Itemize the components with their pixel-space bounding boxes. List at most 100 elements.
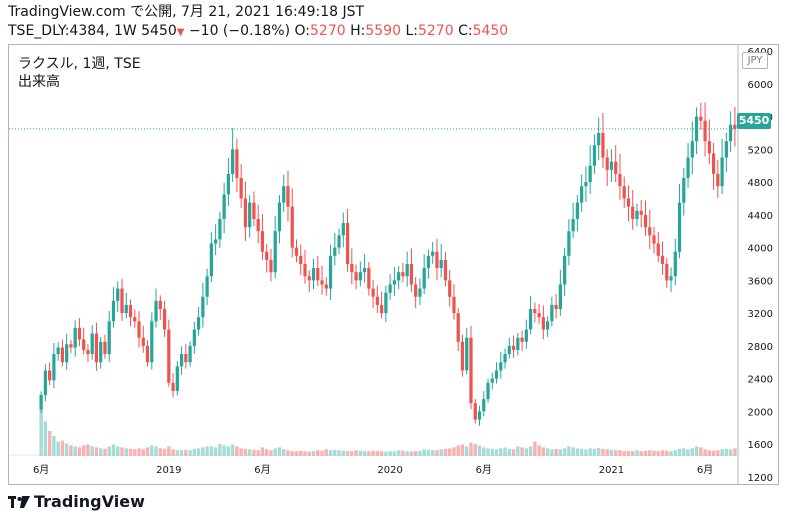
volume-bar xyxy=(277,447,282,456)
candle-body xyxy=(94,333,99,363)
y-tick-label: 2000 xyxy=(748,407,773,418)
open-label: O: xyxy=(294,23,311,39)
candle-body xyxy=(456,313,460,342)
candle-body xyxy=(537,313,541,318)
candle-body xyxy=(635,210,639,219)
volume-bar xyxy=(639,451,643,456)
candle-body xyxy=(626,198,631,207)
candle-body xyxy=(371,288,375,297)
volume-bar xyxy=(494,449,499,456)
volume-bar xyxy=(350,451,354,456)
currency-badge[interactable]: JPY xyxy=(742,52,768,69)
volume-bar xyxy=(511,449,516,456)
volume-bar xyxy=(728,449,733,456)
candle-body xyxy=(192,329,196,346)
candle-body xyxy=(333,247,337,256)
volume-bar xyxy=(188,450,192,456)
volume-bar xyxy=(56,441,60,456)
volume-bar xyxy=(503,447,507,456)
candle-body xyxy=(235,149,239,179)
x-tick-label: 6月 xyxy=(476,464,492,476)
chart-frame[interactable]: 1200 1600 2000 2400 2800 3200 3600 4000 4400 4800… xyxy=(8,44,779,485)
change-text: −10 (−0.18%) xyxy=(188,23,291,39)
candle-body xyxy=(69,344,73,348)
price-chart[interactable]: 1200 1600 2000 2400 2800 3200 3600 4000 4400 4800… xyxy=(9,45,778,484)
volume-bar xyxy=(707,450,712,456)
candle-body xyxy=(316,268,320,281)
candle-body xyxy=(379,304,384,314)
ohlc-line: TSE_DLY:4384, 1W 5450▼ −10 (−0.18%) O:52… xyxy=(8,22,508,42)
volume-bar xyxy=(601,448,605,456)
y-tick-label: 2400 xyxy=(748,375,773,386)
candle-body xyxy=(699,116,703,121)
volume-bar xyxy=(571,447,575,456)
candle-body xyxy=(384,292,388,314)
candle-body xyxy=(116,288,120,301)
volume-bar xyxy=(167,446,171,456)
candle-body xyxy=(354,272,358,281)
candle-body xyxy=(320,280,324,285)
candle-body xyxy=(588,165,592,183)
volume-bar xyxy=(528,446,533,456)
series-title: ラクスル, 1週, TSE xyxy=(18,56,141,72)
candle-body xyxy=(392,280,397,285)
volume-bar xyxy=(290,451,294,456)
volume-bar xyxy=(456,445,460,456)
volume-bar xyxy=(320,450,324,456)
candle-body xyxy=(609,161,614,170)
candle-body xyxy=(145,345,150,363)
volume-bar xyxy=(460,444,465,456)
candle-body xyxy=(48,370,52,381)
tradingview-footer[interactable]: TradingView xyxy=(8,492,145,511)
volume-bar xyxy=(584,449,588,456)
volume-bar xyxy=(656,451,660,456)
candle-body xyxy=(243,198,248,228)
volume-bar xyxy=(711,450,716,456)
candle-body xyxy=(239,178,243,199)
candle-body xyxy=(707,141,711,154)
candle-body xyxy=(711,153,716,174)
candle-body xyxy=(307,276,311,281)
candle-body xyxy=(137,321,141,338)
candle-body xyxy=(660,255,665,264)
candle-body xyxy=(490,378,494,383)
volume-bar xyxy=(328,450,333,456)
candle-body xyxy=(494,370,499,379)
volume-bar xyxy=(558,449,563,456)
candle-body xyxy=(533,309,537,314)
candle-body xyxy=(273,231,277,273)
candle-body xyxy=(167,329,171,383)
candle-body xyxy=(724,141,728,158)
candle-body xyxy=(516,337,520,350)
volume-bar xyxy=(230,444,235,456)
volume-bar xyxy=(162,448,167,456)
candle-body xyxy=(196,317,201,330)
x-tick-label: 2019 xyxy=(156,465,181,476)
candle-body xyxy=(73,327,77,348)
candle-body xyxy=(528,309,533,330)
volume-bar xyxy=(358,450,363,456)
volume-bar xyxy=(337,450,341,456)
volume-bar xyxy=(567,446,571,456)
volume-bar xyxy=(537,445,541,456)
candle-body xyxy=(631,206,635,219)
volume-bar xyxy=(171,449,175,456)
low-label: L: xyxy=(405,23,418,39)
candle-body xyxy=(520,337,524,342)
volume-bar xyxy=(682,448,686,456)
volume-bar xyxy=(90,446,94,456)
candle-body xyxy=(303,264,307,277)
candle-body xyxy=(682,178,686,203)
candle-body xyxy=(482,399,486,412)
candle-body xyxy=(443,259,448,281)
volume-bar xyxy=(116,446,120,456)
high-label: H: xyxy=(350,23,366,39)
volume-bar xyxy=(362,451,367,456)
volume-bar xyxy=(490,448,494,456)
volume-bar xyxy=(73,446,77,456)
volume-bar xyxy=(592,448,597,456)
volume-bar xyxy=(107,446,111,456)
candle-body xyxy=(435,251,439,269)
chart-legend: ラクスル, 1週, TSE 出来高 xyxy=(18,55,141,91)
volume-bar xyxy=(660,450,665,456)
